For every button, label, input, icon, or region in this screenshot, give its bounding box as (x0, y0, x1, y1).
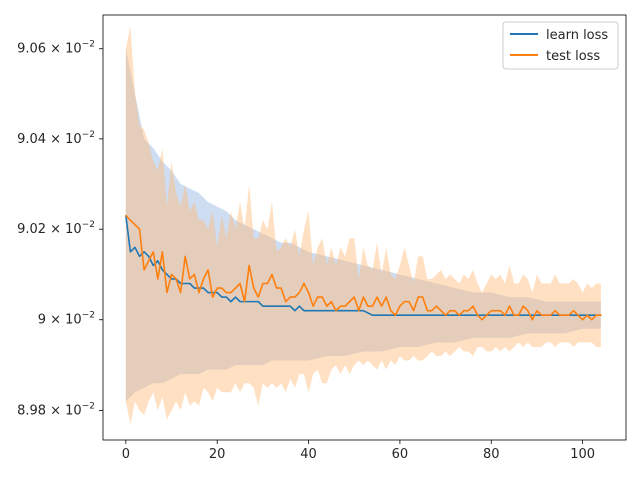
band-learn-loss (125, 48, 601, 402)
x-tick-label: 40 (300, 447, 317, 462)
y-tick-label: 9.04 × 10−2 (17, 130, 95, 147)
x-tick-label: 20 (209, 447, 226, 462)
band-test-loss (125, 26, 601, 425)
y-tick-label: 8.98 × 10−2 (17, 401, 95, 418)
y-axis: 8.98 × 10−2 9 × 10−2 9.02 × 10−2 9.04 × 10−… (17, 40, 103, 418)
legend-label: test loss (546, 49, 600, 64)
line-test-loss (125, 214, 602, 321)
series-lines (125, 214, 602, 321)
legend: learn loss test loss (502, 21, 619, 70)
x-tick-label: 0 (122, 447, 130, 462)
y-tick-label: 9 × 10−2 (38, 311, 95, 328)
plot-frame (102, 14, 627, 441)
y-tick-label: 9.02 × 10−2 (17, 220, 95, 237)
x-axis: 0 20 40 60 80 100 (122, 440, 595, 462)
line-learn-loss (125, 214, 602, 317)
confidence-bands (125, 26, 601, 425)
y-tick-label: 9.06 × 10−2 (17, 40, 95, 57)
x-tick-label: 60 (392, 447, 409, 462)
x-tick-label: 80 (483, 447, 500, 462)
legend-label: learn loss (546, 28, 608, 43)
x-tick-label: 100 (570, 447, 595, 462)
